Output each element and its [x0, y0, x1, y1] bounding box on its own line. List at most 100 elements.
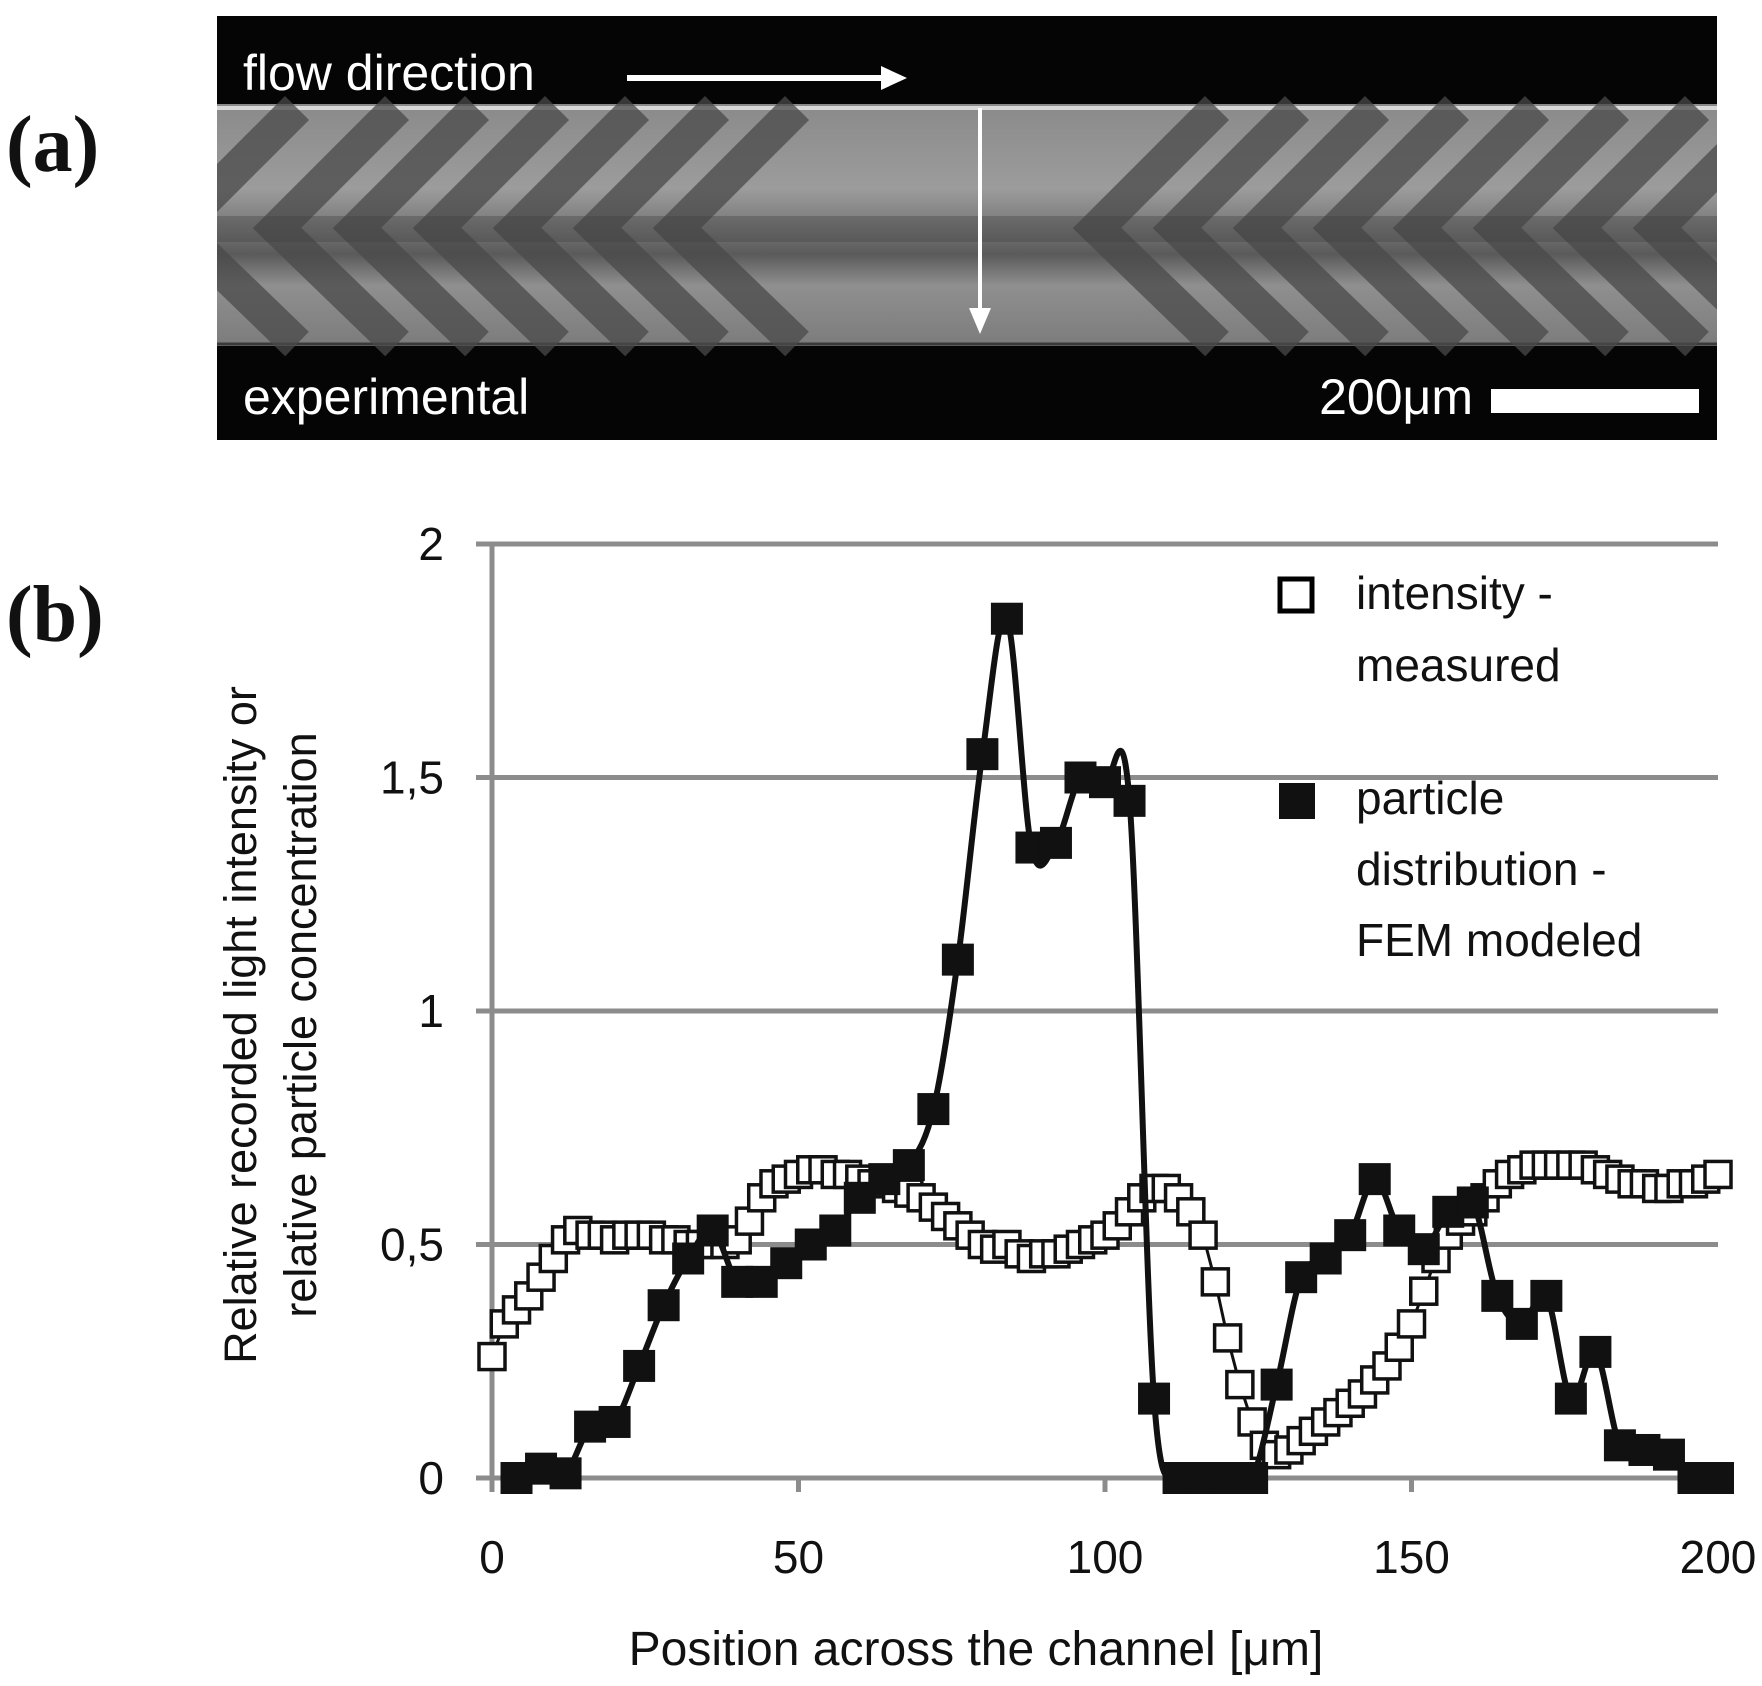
measured-point [930, 1201, 961, 1232]
groove [412, 95, 570, 357]
measured-point [992, 1229, 1022, 1260]
modeled-point [794, 1228, 827, 1261]
measured-point [550, 1225, 581, 1255]
modeled-point [1309, 1242, 1342, 1275]
measured-point [783, 1159, 814, 1190]
measured-point [1421, 1243, 1451, 1274]
modeled-point [696, 1214, 729, 1247]
groove [1152, 95, 1310, 357]
legend-marker-measured [1277, 576, 1315, 614]
measured-point [796, 1155, 826, 1185]
measured-point [514, 1281, 544, 1311]
modeled-point [1652, 1438, 1685, 1471]
measured-point [881, 1173, 912, 1204]
groove [332, 95, 490, 357]
measured-point [943, 1211, 973, 1241]
scale-bar-label: 200μm [1319, 369, 1473, 425]
panel-label-b: (b) [6, 571, 104, 659]
legend-label-modeled-line2: distribution - [1356, 843, 1607, 895]
groove [572, 95, 730, 357]
measured-point [1335, 1388, 1365, 1419]
measured-point [734, 1206, 765, 1236]
measured-point [661, 1225, 691, 1255]
measured-point [906, 1183, 936, 1213]
modeled-point [1530, 1279, 1563, 1312]
measured-point [1176, 1197, 1206, 1227]
modeled-point [1187, 1462, 1220, 1494]
measured-point [1641, 1173, 1672, 1204]
measured-point [1629, 1169, 1660, 1199]
measured-point [1028, 1239, 1059, 1269]
measured-point [1556, 1150, 1586, 1180]
flow-direction-label: flow direction [243, 45, 535, 101]
modeled-point [1162, 1462, 1195, 1494]
measured-point [1114, 1197, 1145, 1227]
measured-point [746, 1183, 777, 1213]
modeled-point [1432, 1195, 1465, 1228]
modeled-point [598, 1405, 631, 1438]
modeled-point [623, 1349, 656, 1382]
modeled-point [892, 1149, 925, 1182]
modeled-point [1358, 1163, 1391, 1196]
measured-point [1678, 1169, 1709, 1199]
measured-point [857, 1169, 887, 1199]
measured-point [1200, 1267, 1231, 1297]
y-tick-label-3: 1,5 [380, 752, 444, 804]
groove [1312, 95, 1470, 357]
measured-point [648, 1225, 679, 1255]
particle-focus-band [217, 216, 1717, 242]
modeled-point [966, 738, 999, 771]
groove [252, 95, 410, 357]
measured-point [587, 1220, 618, 1250]
modeled-point [1285, 1261, 1318, 1294]
measured-point [1298, 1416, 1329, 1447]
measured-point [869, 1169, 900, 1199]
measured-point [1519, 1150, 1549, 1180]
modeled-point [1383, 1214, 1416, 1247]
measured-point [1703, 1159, 1733, 1190]
groove [217, 95, 310, 357]
modeled-point [525, 1452, 558, 1485]
modeled-point [1456, 1186, 1489, 1219]
measured-point [1065, 1229, 1096, 1260]
groove [1472, 95, 1630, 357]
measured-point [979, 1234, 1010, 1264]
y-tick-label-0: 0 [418, 1452, 444, 1504]
measured-point [710, 1229, 740, 1260]
modeled-point [941, 943, 974, 976]
modeled-point [549, 1457, 582, 1490]
measured-point [501, 1295, 532, 1325]
measured-point [1605, 1164, 1635, 1194]
modeled-point [1089, 766, 1121, 799]
legend: intensity - measured particle distributi… [1277, 567, 1642, 966]
measured-point [1077, 1225, 1108, 1255]
measured-point [673, 1229, 703, 1260]
y-tick-labels: 0 0,5 1 1,5 2 [380, 518, 444, 1504]
measured-point [489, 1309, 520, 1339]
modeled-point [1505, 1307, 1538, 1340]
modeled-point [745, 1265, 778, 1298]
modeled-point [1334, 1219, 1367, 1252]
legend-label-measured-line2: measured [1356, 639, 1561, 691]
modeled-point [647, 1289, 680, 1322]
measured-point [612, 1220, 642, 1250]
measured-point [563, 1215, 593, 1246]
measured-point [1139, 1173, 1169, 1204]
y-axis-label-line1: Relative recorded light intensity or [215, 686, 266, 1364]
x-axis-label: Position across the channel [μm] [629, 1623, 1324, 1676]
measured-point [1568, 1150, 1598, 1180]
modeled-point [1138, 1382, 1171, 1415]
y-axis-label-line2: relative particle concentration [275, 732, 326, 1317]
x-tick-label-1: 50 [773, 1531, 824, 1583]
legend-marker-modeled [1279, 783, 1315, 819]
measured-point [1261, 1439, 1292, 1470]
modeled-point [1579, 1335, 1612, 1368]
measured-point [820, 1159, 851, 1190]
modeled-point [721, 1265, 754, 1298]
x-tick-label-3: 150 [1373, 1531, 1450, 1583]
modeled-point [819, 1214, 852, 1247]
measured-point [1396, 1309, 1427, 1339]
modeled-point [574, 1410, 607, 1443]
measurement-line-arrow [969, 108, 991, 334]
groove [1232, 95, 1390, 357]
